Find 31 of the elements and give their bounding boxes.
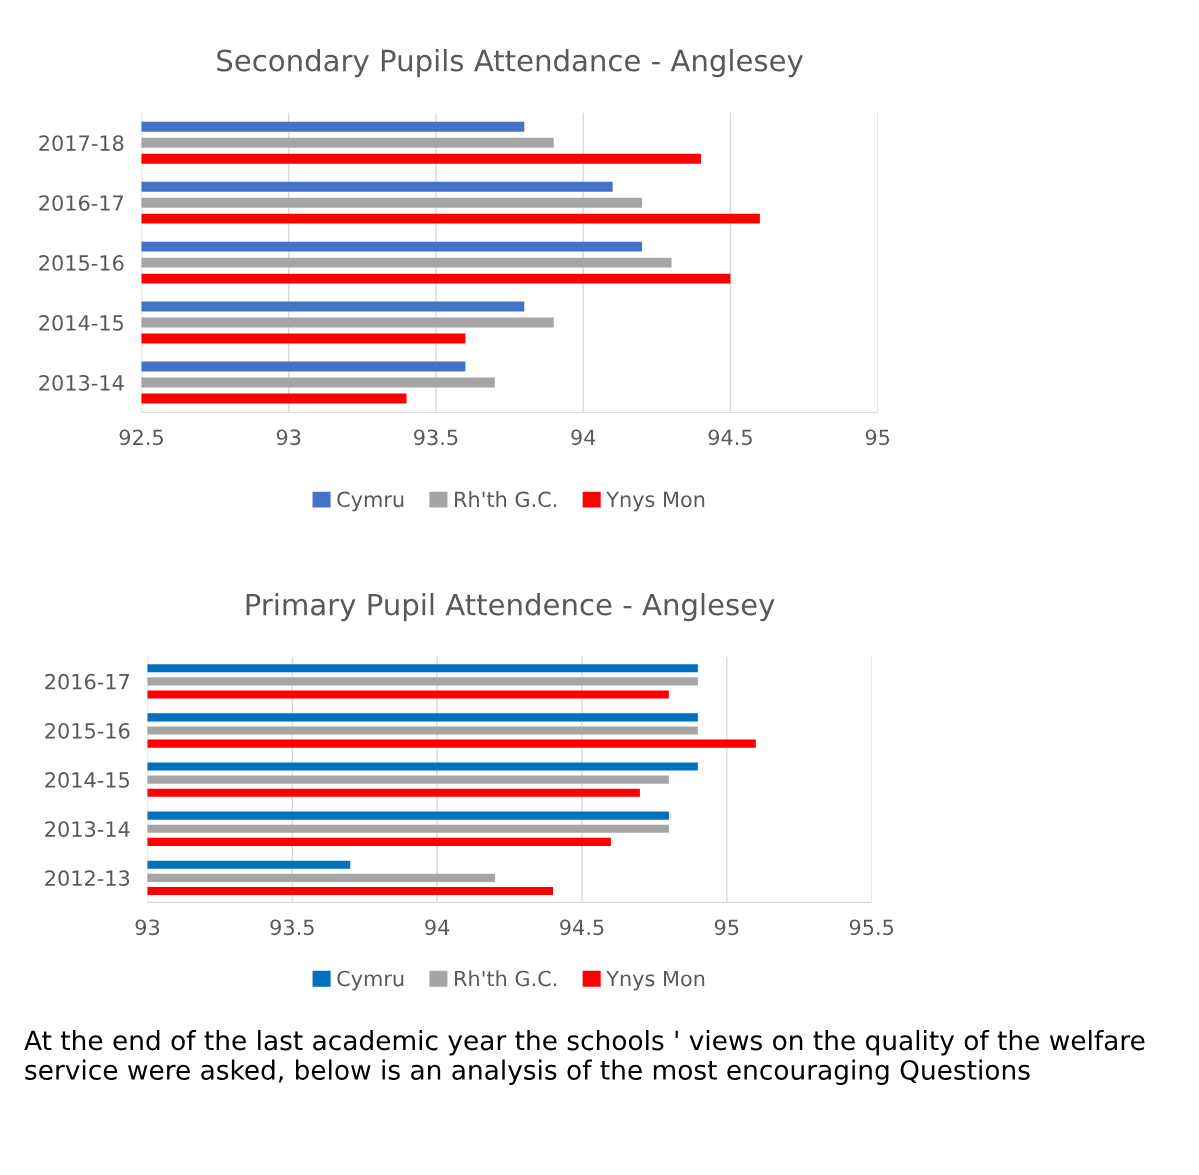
x-tick-label: 94.5 [560, 919, 604, 936]
legend-label: Cymru [337, 970, 404, 991]
y-tick-label: 2013-14 [45, 821, 130, 837]
chart-title: Secondary Pupils Attendance - Anglesey [217, 48, 803, 78]
legend-label: Rh'th G.C. [455, 970, 557, 987]
x-tick-label: 95 [865, 429, 890, 446]
x-tick-label: 93.5 [414, 429, 458, 446]
y-tick-label: 2016-17 [39, 195, 124, 211]
y-tick-label: 2017-18 [39, 135, 124, 151]
legend-label: Ynys Mon [606, 970, 705, 991]
x-tick-label: 93 [135, 919, 160, 936]
x-tick-label: 92.5 [119, 429, 163, 446]
y-tick-label: 2015-16 [45, 722, 130, 739]
y-tick-label: 2016-17 [45, 673, 130, 690]
x-tick-label: 94 [571, 429, 596, 446]
y-tick-label: 2015-16 [39, 255, 124, 271]
text: At the end of the last academic year the schools ' views on the quality of the welfare service were asked, below is an analysis of the most encouraging Questions [24, 1029, 1145, 1086]
x-tick-label: 94 [425, 919, 450, 936]
x-tick-label: 95.5 [849, 919, 894, 936]
y-tick-label: 2014-15 [45, 772, 129, 788]
x-tick-label: 93.5 [270, 919, 314, 936]
legend-label: Cymru [337, 491, 404, 512]
x-tick-label: 93 [276, 429, 301, 446]
legend-label: Rh'th G.C. [455, 491, 557, 508]
x-tick-label: 94.5 [708, 429, 752, 446]
x-tick-label: 95 [714, 919, 739, 936]
legend-label: Ynys Mon [606, 491, 705, 512]
chart-title: Primary Pupil Attendence - Anglesey [246, 593, 775, 622]
y-tick-label: 2013-14 [39, 374, 124, 391]
y-tick-label: 2012-13 [45, 870, 130, 887]
y-tick-label: 2014-15 [39, 314, 123, 331]
